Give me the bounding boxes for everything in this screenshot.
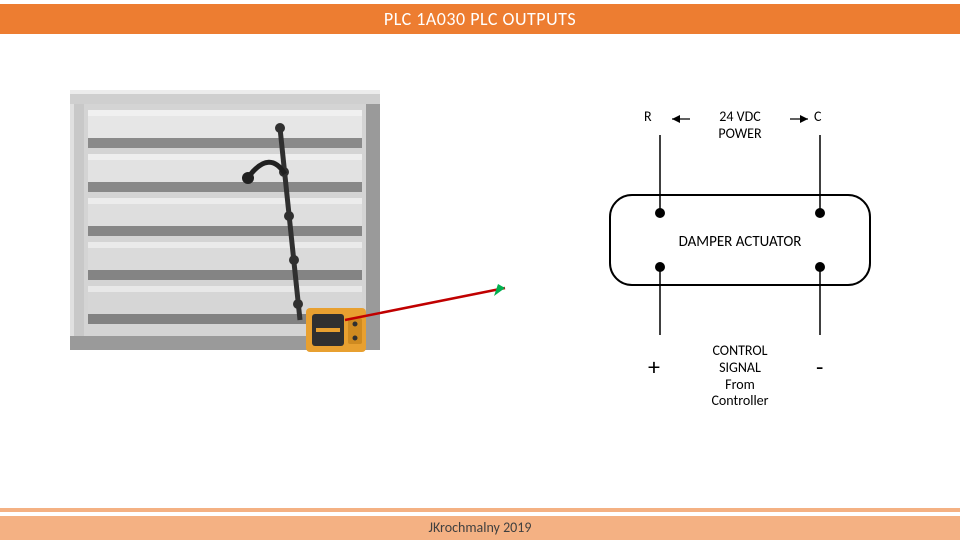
footer-stripe-thin [0,508,960,512]
page-title: PLC 1A030 PLC OUTPUTS [384,8,576,30]
control-signal-label: CONTROL SIGNAL From Controller [688,343,792,410]
plus-sign: + [648,353,660,382]
footer-text: JKrochmalny 2019 [0,519,960,536]
damper-illustration [70,80,400,370]
actuator-box-label: DAMPER ACTUATOR [650,233,830,251]
title-bar: PLC 1A030 PLC OUTPUTS [0,4,960,34]
footer: JKrochmalny 2019 [0,500,960,540]
damper-svg [70,80,400,370]
actuator-wiring-diagram: R C 24 VDC POWER DAMPER ACTUATOR + - CON… [590,95,890,425]
minus-sign: - [816,353,823,382]
